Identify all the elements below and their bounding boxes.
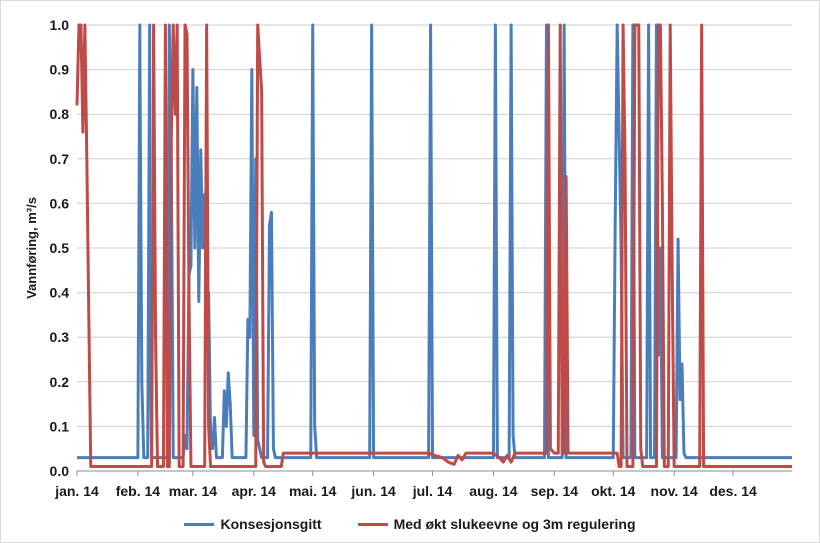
line-chart: 0.0 0.1 0.2 0.3 0.4 0.5 0.6 0.7 0.8 0.9 1.0 jan. 14… bbox=[24, 17, 792, 499]
x-tick-label: okt. 14 bbox=[591, 483, 636, 499]
x-tick-label: mar. 14 bbox=[169, 483, 217, 499]
x-tick-label: apr. 14 bbox=[232, 483, 277, 499]
legend-label-series-1: Konsesjonsgitt bbox=[220, 516, 322, 532]
y-tick-label: 0.1 bbox=[50, 418, 70, 434]
y-tick-label: 0.6 bbox=[50, 195, 70, 211]
x-tick-label: mai. 14 bbox=[289, 483, 337, 499]
x-tick-label: sep. 14 bbox=[531, 483, 579, 499]
legend-item-series-2: Med økt slukeevne og 3m regulering bbox=[357, 516, 636, 532]
legend-label-series-2: Med økt slukeevne og 3m regulering bbox=[393, 516, 636, 532]
legend-item-series-1: Konsesjonsgitt bbox=[184, 516, 322, 532]
y-tick-label: 0.3 bbox=[50, 329, 70, 345]
x-tick-label: aug. 14 bbox=[469, 483, 517, 499]
y-axis-title: Vannføring, m³/s bbox=[24, 197, 39, 299]
series-line-2 bbox=[75, 23, 792, 469]
legend-swatch-series-1 bbox=[184, 522, 215, 526]
x-tick-label: nov. 14 bbox=[651, 483, 698, 499]
y-tick-label: 0.0 bbox=[50, 463, 70, 479]
y-tick-label: 0.4 bbox=[50, 285, 70, 301]
y-tick-label: 0.9 bbox=[50, 62, 70, 78]
x-tick-label: des. 14 bbox=[709, 483, 757, 499]
y-tick-label: 0.7 bbox=[50, 151, 70, 167]
x-tick-label: jul. 14 bbox=[412, 483, 453, 499]
y-tick-label: 0.8 bbox=[50, 106, 70, 122]
x-tick-label: jan. 14 bbox=[54, 483, 99, 499]
x-tick-label: jun. 14 bbox=[350, 483, 396, 499]
x-tick-label: feb. 14 bbox=[116, 483, 161, 499]
legend: Konsesjonsgitt Med økt slukeevne og 3m r… bbox=[0, 513, 820, 535]
y-tick-label: 0.2 bbox=[50, 374, 70, 390]
y-tick-label: 0.5 bbox=[50, 240, 70, 256]
series-line-1 bbox=[77, 23, 792, 460]
y-tick-label: 1.0 bbox=[50, 17, 70, 33]
legend-swatch-series-2 bbox=[357, 522, 388, 526]
